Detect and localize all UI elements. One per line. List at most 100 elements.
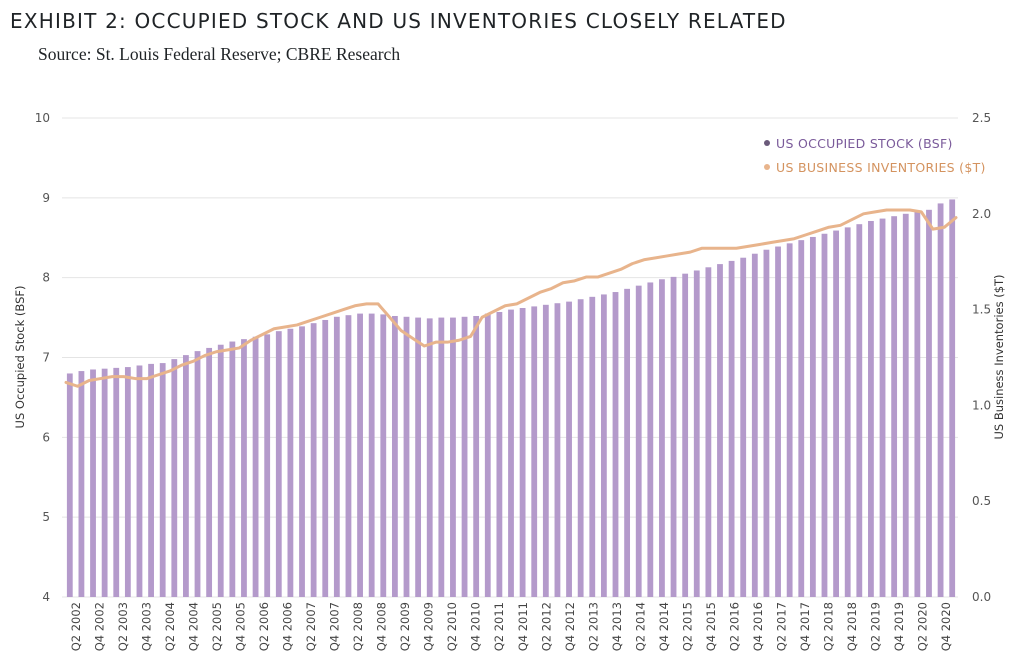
bar-occupied-stock <box>484 313 491 597</box>
bar-occupied-stock <box>798 240 805 597</box>
bar-occupied-stock <box>473 315 480 597</box>
bar-occupied-stock <box>368 313 375 597</box>
bar-occupied-stock <box>391 315 398 597</box>
bar-occupied-stock <box>833 230 839 597</box>
bar-occupied-stock <box>612 292 619 597</box>
x-axis-tick-label: Q4 2005 <box>233 602 247 651</box>
bar-occupied-stock <box>206 347 213 597</box>
x-axis-tick-label: Q4 2002 <box>92 602 106 651</box>
bar-occupied-stock <box>78 371 85 597</box>
x-axis-tick-label: Q2 2016 <box>728 602 742 651</box>
x-axis-ticks: Q2 2002 Q4 2002 Q2 2003 Q4 2003 Q2 2004 Q4 20… <box>69 602 953 651</box>
bar-occupied-stock <box>345 315 352 597</box>
bar-occupied-stock <box>101 368 108 597</box>
x-axis-tick-label: Q2 2013 <box>586 602 600 651</box>
right-axis-tick-label: 1.5 <box>972 303 991 317</box>
bar-occupied-stock <box>322 319 329 597</box>
bar-occupied-stock <box>926 209 932 597</box>
bar-occupied-stock <box>148 363 154 597</box>
bar-occupied-stock <box>809 236 816 597</box>
bar-occupied-stock <box>264 334 271 597</box>
left-axis-ticks: 4 5 6 7 8 9 10 <box>35 111 50 604</box>
right-axis-title: US Business Inventories ($T) <box>992 274 1006 439</box>
bar-occupied-stock <box>589 296 596 597</box>
x-axis-tick-label: Q4 2011 <box>516 602 530 651</box>
x-axis-tick-label: Q4 2009 <box>422 602 436 651</box>
bar-occupied-stock <box>426 318 433 597</box>
bar-occupied-stock <box>949 199 956 597</box>
legend-label-business-inventories: US BUSINESS INVENTORIES ($T) <box>776 160 986 175</box>
bar-occupied-stock <box>554 303 561 597</box>
bar-occupied-stock <box>728 260 735 597</box>
bar-occupied-stock <box>229 341 236 597</box>
right-axis-tick-label: 1.0 <box>972 398 991 412</box>
x-axis-tick-label: Q4 2008 <box>375 602 389 651</box>
bar-occupied-stock <box>415 317 422 597</box>
bar-occupied-stock <box>682 273 689 597</box>
bar-occupied-stock <box>183 355 189 597</box>
bar-occupied-stock <box>380 314 387 597</box>
left-axis-tick-label: 9 <box>42 191 50 205</box>
bar-series-occupied-stock <box>66 199 956 598</box>
x-axis-tick-label: Q4 2007 <box>328 602 342 651</box>
chart-source-subtitle: Source: St. Louis Federal Reserve; CBRE … <box>38 44 401 64</box>
bar-occupied-stock <box>786 243 793 598</box>
bar-occupied-stock <box>937 203 944 597</box>
bar-occupied-stock <box>159 363 166 597</box>
legend-marker-occupied-stock <box>764 140 770 146</box>
line-series-business-inventories <box>64 208 958 388</box>
x-axis-tick-label: Q4 2016 <box>751 602 765 651</box>
bar-occupied-stock <box>299 326 305 597</box>
x-axis-tick-label: Q4 2017 <box>798 602 812 651</box>
x-axis-tick-label: Q4 2019 <box>892 602 906 651</box>
bar-occupied-stock <box>252 336 259 597</box>
x-axis-tick-label: Q2 2010 <box>445 602 459 651</box>
legend-label-occupied-stock: US OCCUPIED STOCK (BSF) <box>776 136 953 151</box>
right-axis-ticks: 0.0 0.5 1.0 1.5 2.0 2.5 <box>972 111 991 604</box>
bar-occupied-stock <box>879 218 886 597</box>
x-axis-tick-label: Q4 2003 <box>139 602 153 651</box>
x-axis-tick-label: Q2 2012 <box>539 602 553 651</box>
x-axis-tick-label: Q4 2018 <box>845 602 859 651</box>
bar-occupied-stock <box>438 317 445 597</box>
bar-occupied-stock <box>902 213 909 598</box>
bar-occupied-stock <box>647 282 654 597</box>
bar-occupied-stock <box>635 285 642 597</box>
x-axis-tick-label: Q2 2014 <box>633 602 647 651</box>
x-axis-tick-label: Q2 2006 <box>257 602 271 651</box>
bar-occupied-stock <box>821 233 828 597</box>
left-axis-title: US Occupied Stock (BSF) <box>13 286 27 429</box>
bar-occupied-stock <box>740 257 747 597</box>
x-axis-tick-label: Q2 2007 <box>304 602 318 651</box>
chart-title: EXHIBIT 2: OCCUPIED STOCK AND US INVENTO… <box>10 9 787 33</box>
bar-occupied-stock <box>868 220 874 598</box>
x-axis-tick-label: Q4 2012 <box>563 602 577 651</box>
bar-occupied-stock <box>763 249 770 597</box>
x-axis-tick-label: Q2 2004 <box>163 602 177 651</box>
x-axis-tick-label: Q2 2019 <box>869 602 883 651</box>
x-axis-tick-label: Q4 2010 <box>469 602 483 651</box>
x-axis-tick-label: Q4 2020 <box>939 602 953 651</box>
x-axis-tick-label: Q4 2006 <box>281 602 295 651</box>
bar-occupied-stock <box>66 373 73 597</box>
left-axis-tick-label: 10 <box>35 111 50 125</box>
bar-occupied-stock <box>844 227 851 597</box>
bar-occupied-stock <box>90 369 96 597</box>
legend-marker-business-inventories <box>764 164 770 170</box>
bar-occupied-stock <box>519 308 526 597</box>
bar-occupied-stock <box>600 294 607 597</box>
bar-occupied-stock <box>333 316 340 597</box>
right-axis-tick-label: 2.5 <box>972 111 991 125</box>
bar-occupied-stock <box>659 279 665 597</box>
bar-occupied-stock <box>670 276 677 597</box>
x-axis-tick-label: Q4 2015 <box>704 602 718 651</box>
bar-occupied-stock <box>496 311 503 597</box>
legend: US OCCUPIED STOCK (BSF) US BUSINESS INVE… <box>764 136 986 175</box>
bar-occupied-stock <box>775 246 781 597</box>
bar-occupied-stock <box>241 339 247 597</box>
left-axis-tick-label: 5 <box>42 510 50 524</box>
bar-occupied-stock <box>124 367 131 597</box>
x-axis-tick-label: Q4 2013 <box>610 602 624 651</box>
bar-occupied-stock <box>914 211 921 597</box>
bar-occupied-stock <box>508 309 514 597</box>
